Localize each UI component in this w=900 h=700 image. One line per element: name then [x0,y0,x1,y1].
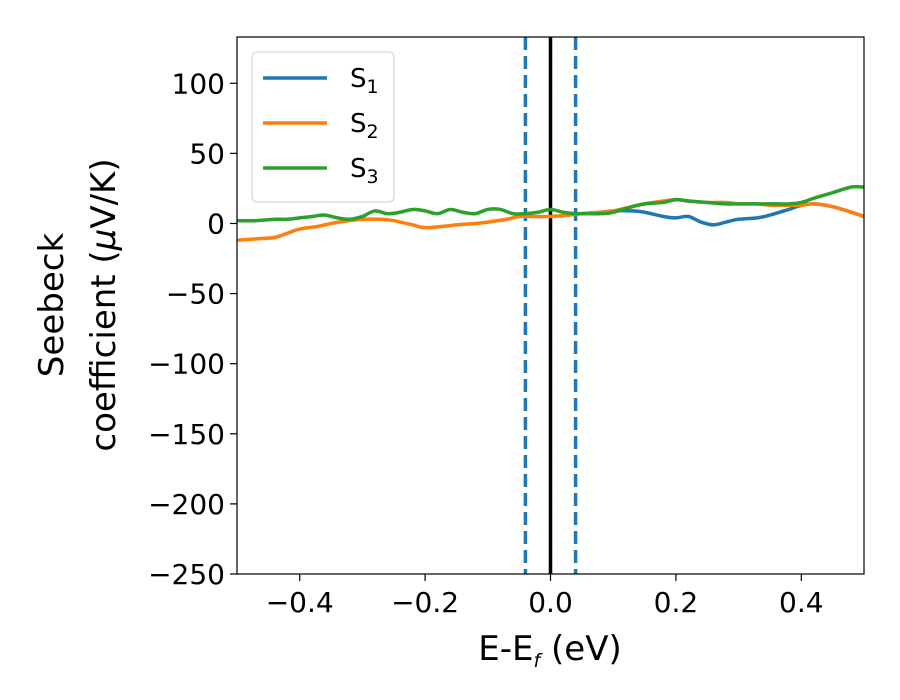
x-axis-label: E-Ef (eV) [478,629,621,672]
y-tick-label: −50 [166,278,225,311]
x-tick-label: 0.4 [779,586,824,619]
x-tick-label: −0.2 [391,586,459,619]
legend-label-s3: S3 [350,154,379,188]
x-tick-label: 0.2 [654,586,699,619]
y-tick-label: 0 [207,207,225,240]
x-tick-label: 0.0 [528,586,573,619]
series-line-s3 [237,184,864,223]
y-tick-label: −200 [148,488,225,521]
series-lines [237,184,864,243]
legend-label-s1: S1 [350,64,379,98]
y-axis: 100 50 0 −50 −100 −150 −200 −250 [148,67,237,591]
y-tick-label: −100 [148,348,225,381]
y-tick-label: 100 [172,67,225,100]
reference-lines [523,37,578,574]
x-axis: −0.4 −0.2 0.0 0.2 0.4 [266,574,824,619]
y-axis-label: Seebeck coefficient (μV/K) [32,158,124,451]
legend-label-s2: S2 [350,109,379,143]
x-tick-label: −0.4 [266,586,334,619]
y-tick-label: −250 [148,558,225,591]
y-tick-label: 50 [189,137,225,170]
legend: S1 S2 S3 [251,51,395,203]
y-tick-label: −150 [148,418,225,451]
legend-frame [251,51,395,203]
